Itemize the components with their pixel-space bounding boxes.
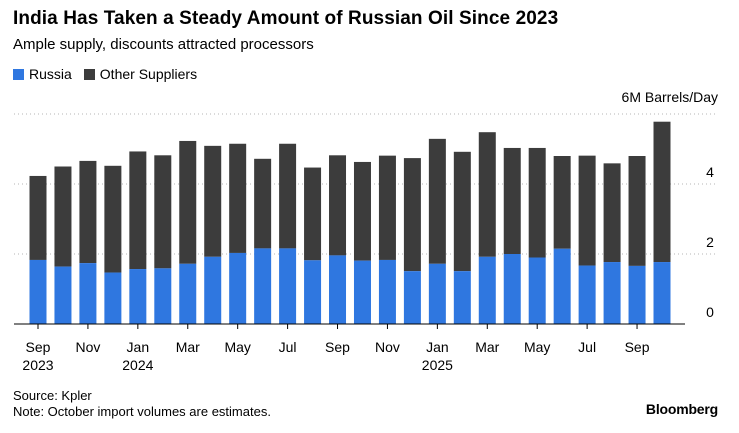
bar-other-suppliers [653,121,671,263]
bar-other-suppliers [453,151,471,272]
bar-russia [104,272,122,324]
bar-russia [129,269,147,324]
source-text: Source: Kpler [13,388,92,403]
bar-russia [254,248,272,324]
bar-other-suppliers [403,158,421,272]
bar-other-suppliers [578,155,596,266]
x-tick-label-year: 2023 [22,357,53,373]
bar-russia [29,259,47,324]
bar-other-suppliers [204,145,222,257]
y-tick-label: 4 [706,164,714,180]
bar-russia [329,255,347,324]
bar-russia [353,260,371,324]
bar-other-suppliers [378,155,396,260]
x-tick-label-year: 2024 [122,357,153,373]
bar-other-suppliers [329,155,347,256]
bar-other-suppliers [528,147,546,258]
bar-russia [428,263,446,324]
x-tick-label-month: May [224,339,250,355]
bar-other-suppliers [29,175,47,260]
x-tick-label-month: Jan [127,339,150,355]
x-tick-label-month: Jan [426,339,449,355]
legend: Russia Other Suppliers [13,66,209,82]
bar-other-suppliers [179,140,197,264]
bar-russia [578,265,596,324]
bar-other-suppliers [54,166,72,267]
bar-other-suppliers [79,160,97,264]
unit-label: 6M Barrels/Day [622,89,718,105]
bar-other-suppliers [304,167,322,261]
y-tick-label: 2 [706,234,714,250]
x-tick-label-month: Mar [475,339,499,355]
x-tick-label-month: Jul [279,339,297,355]
y-axis: 0 2 4 [706,164,714,320]
bar-russia [54,266,72,324]
bar-russia [403,271,421,324]
bar-russia [453,271,471,324]
bar-other-suppliers [428,138,446,264]
chart-subtitle: Ample supply, discounts attracted proces… [13,36,314,53]
legend-item-other-suppliers: Other Suppliers [83,66,198,82]
x-tick-label-month: Sep [325,339,350,355]
bar-russia [229,252,247,324]
bar-other-suppliers [628,156,646,266]
bar-other-suppliers [229,143,247,253]
bar-russia [653,262,671,324]
bar-russia [378,259,396,324]
x-tick-label-month: Sep [26,339,51,355]
legend-label-other-suppliers: Other Suppliers [99,66,198,82]
x-axis: Sep 2023 Nov Jan 2024 Mar May Jul Sep Nov Jan 2025 M… [14,323,685,373]
footer-notes: Source: Kpler Note: October import volum… [13,388,271,420]
legend-swatch-other-suppliers [83,68,95,80]
x-tick-label-month: May [524,339,550,355]
x-tick-label-month: Nov [75,339,100,355]
legend-swatch-russia [13,68,24,80]
bar-russia [204,256,222,324]
bar-other-suppliers [503,147,521,254]
bar-russia [553,248,571,324]
bar-russia [603,262,621,324]
x-tick-label-month: Mar [176,339,200,355]
legend-label-russia: Russia [29,66,72,82]
x-tick-label-month: Nov [375,339,400,355]
bar-other-suppliers [254,158,272,249]
bar-other-suppliers [478,132,496,257]
bar-other-suppliers [154,155,172,269]
bar-russia [279,248,297,324]
bar-russia [79,263,97,324]
note-text: Note: October import volumes are estimat… [13,404,271,419]
bar-other-suppliers [353,161,371,261]
bar-russia [154,268,172,324]
bar-other-suppliers [129,151,147,270]
x-tick-label-year: 2025 [422,357,453,373]
x-tick-label-month: Sep [625,339,650,355]
bar-other-suppliers [279,143,297,249]
bloomberg-logo: Bloomberg [645,401,718,417]
bar-russia [628,265,646,324]
bar-other-suppliers [104,165,122,273]
bar-russia [179,263,197,324]
bars [29,121,671,324]
legend-item-russia: Russia [13,66,72,82]
bar-russia [503,254,521,324]
chart-title: India Has Taken a Steady Amount of Russi… [13,8,559,29]
bar-russia [304,260,322,324]
bar-russia [528,257,546,324]
y-tick-label: 0 [706,304,714,320]
bar-other-suppliers [553,156,571,249]
x-tick-label-month: Jul [578,339,596,355]
bar-russia [478,256,496,324]
bar-other-suppliers [603,163,621,263]
